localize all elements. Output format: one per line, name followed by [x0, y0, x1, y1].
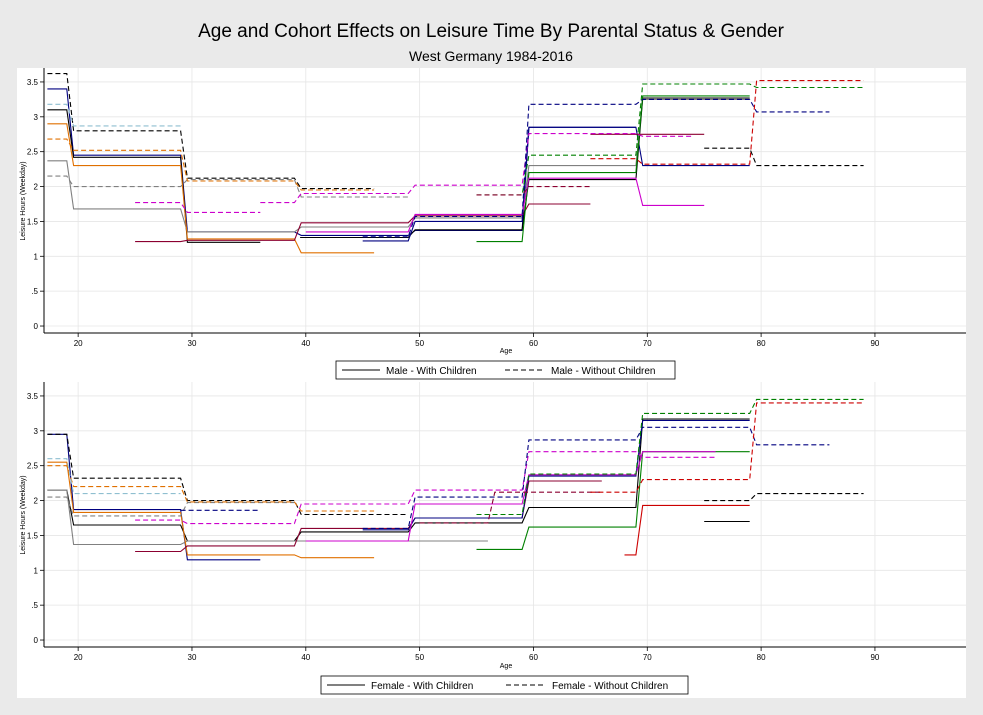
series-line: [47, 489, 488, 546]
female-panel: 20 30 40 50 60 70 80 90 0 .5 1 1.5 2 2.5 3 3.5 Age Leis…: [17, 382, 966, 698]
x-tick-label: 60: [529, 339, 538, 348]
x-tick-label: 90: [870, 339, 879, 348]
x-tick-label: 90: [870, 653, 879, 662]
legend: Male - With Children Male - Without Chil…: [335, 360, 676, 380]
series-line: [47, 418, 750, 542]
legend-solid-label: Male - With Children: [386, 366, 477, 377]
series-line: [305, 177, 705, 233]
x-tick-label: 50: [415, 339, 424, 348]
y-tick-label: 2.5: [27, 462, 39, 471]
x-tick-label: 40: [301, 339, 310, 348]
y-tick-label: 3.5: [27, 392, 39, 401]
y-tick-label: 3: [34, 113, 39, 122]
series-line: [47, 98, 750, 233]
y-tick-label: 0: [34, 322, 39, 331]
series-line: [590, 402, 864, 493]
series-line: [47, 103, 181, 127]
series-line: [362, 126, 636, 242]
series-line: [476, 398, 864, 516]
series-line: [47, 458, 181, 495]
series-line: [476, 95, 750, 243]
y-tick-label: 3: [34, 427, 39, 436]
series-line: [362, 98, 830, 238]
y-axis-label: Leisure Hours (Weekday): [20, 161, 27, 240]
plot-region: [17, 382, 966, 698]
series-line: [476, 83, 864, 196]
legend-solid-label: Female - With Children: [371, 681, 473, 692]
legend-box: [320, 675, 689, 695]
y-tick-label: 1: [34, 252, 39, 261]
series-line: [305, 451, 716, 542]
series-line: [590, 80, 864, 165]
x-axis-label: Age: [500, 348, 513, 355]
male-panel: 20 30 40 50 60 70 80 90 0 .5 1 1.5 2 2.5 3 3.5 Age Leis…: [17, 68, 966, 382]
x-tick-label: 40: [301, 653, 310, 662]
y-tick-label: .5: [31, 287, 38, 296]
x-tick-label: 20: [74, 653, 83, 662]
y-tick-label: 2: [34, 497, 39, 506]
series-line: [47, 433, 409, 516]
series-line: [47, 465, 375, 512]
y-axis-label: Leisure Hours (Weekday): [20, 475, 27, 554]
chart-title: Age and Cohort Effects on Leisure Time B…: [198, 21, 784, 42]
x-tick-label: 50: [415, 653, 424, 662]
chart-subtitle: West Germany 1984-2016: [409, 48, 573, 64]
x-tick-label: 30: [188, 339, 197, 348]
y-tick-label: 2: [34, 183, 39, 192]
series-line: [624, 504, 750, 556]
series-line: [135, 202, 261, 213]
series-line: [704, 493, 864, 502]
legend-dashed-label: Female - Without Children: [552, 681, 668, 692]
x-tick-label: 20: [74, 339, 83, 348]
series-line: [135, 451, 716, 525]
y-tick-label: 1: [34, 566, 39, 575]
series-line: [47, 109, 261, 243]
plot-region: [17, 68, 966, 382]
y-tick-label: 2.5: [27, 148, 39, 157]
x-tick-label: 60: [529, 653, 538, 662]
x-tick-label: 80: [757, 653, 766, 662]
series-line: [476, 186, 591, 196]
x-tick-label: 30: [188, 653, 197, 662]
y-tick-label: 1.5: [27, 217, 39, 226]
x-tick-label: 80: [757, 339, 766, 348]
y-tick-label: 3.5: [27, 78, 39, 87]
series-line: [47, 123, 375, 254]
x-tick-label: 70: [643, 653, 652, 662]
x-tick-label: 70: [643, 339, 652, 348]
series-line: [47, 496, 295, 517]
series-line: [47, 138, 375, 191]
legend-dashed-label: Male - Without Children: [551, 366, 655, 377]
legend: Female - With Children Female - Without …: [320, 675, 689, 695]
y-tick-label: .5: [31, 601, 38, 610]
series-line: [260, 133, 693, 204]
y-tick-label: 1.5: [27, 531, 39, 540]
x-axis-label: Age: [500, 663, 513, 670]
y-tick-label: 0: [34, 636, 39, 645]
series-line: [419, 491, 602, 524]
